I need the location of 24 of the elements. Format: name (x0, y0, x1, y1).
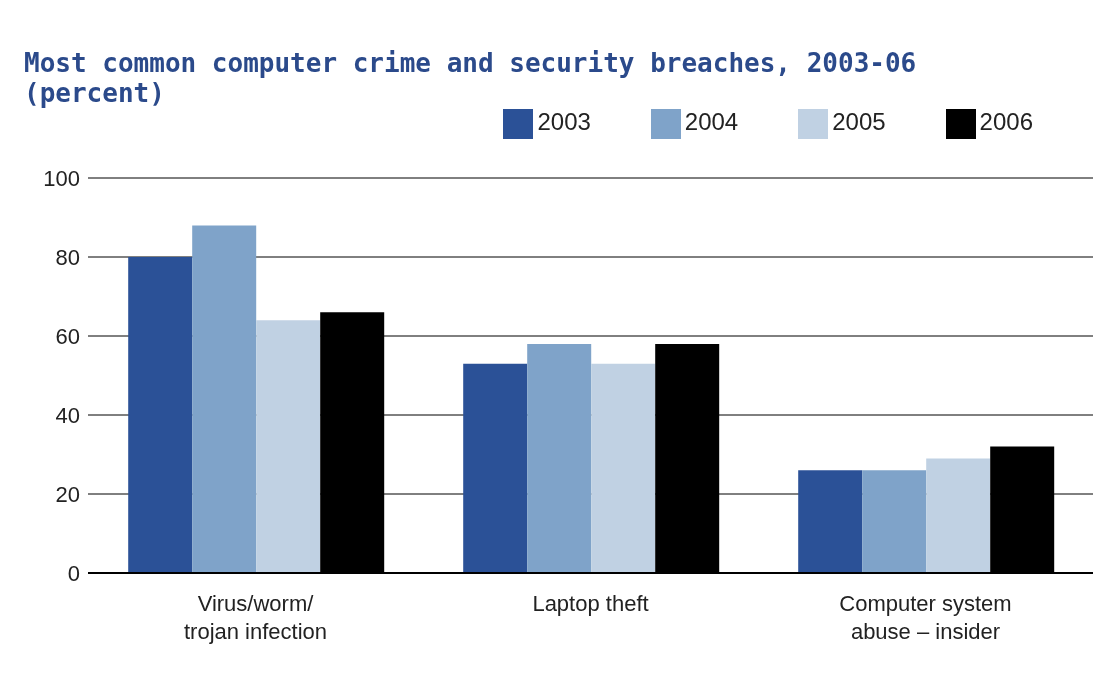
y-tick-label: 40 (55, 402, 80, 428)
legend-label: 2006 (979, 108, 1033, 135)
chart-subtitle: (percent) (24, 78, 166, 108)
y-tick-label: 20 (55, 481, 80, 507)
bar (926, 458, 991, 573)
x-tick-label: Laptop theft (532, 591, 649, 616)
bar (527, 343, 592, 573)
x-tick-label: Computer system abuse – insider (839, 591, 1012, 644)
y-tick-label: 0 (67, 560, 80, 586)
chart-title: Most common computer crime and security breaches, 2003-06 (24, 48, 918, 78)
legend-label: 2005 (832, 108, 886, 135)
y-tick-label: 100 (43, 165, 80, 191)
x-tick-label: Virus/worm/ trojan infection (183, 591, 328, 644)
legend-label: 2004 (684, 108, 739, 135)
bar (463, 363, 528, 573)
bar (591, 363, 656, 573)
legend-label: 2003 (537, 108, 591, 135)
y-tick-label: 80 (55, 244, 80, 270)
bar (798, 470, 863, 573)
bar (862, 470, 927, 573)
bar (192, 225, 257, 573)
bar (256, 320, 321, 573)
bar (128, 257, 193, 573)
y-tick-label: 60 (55, 323, 80, 349)
